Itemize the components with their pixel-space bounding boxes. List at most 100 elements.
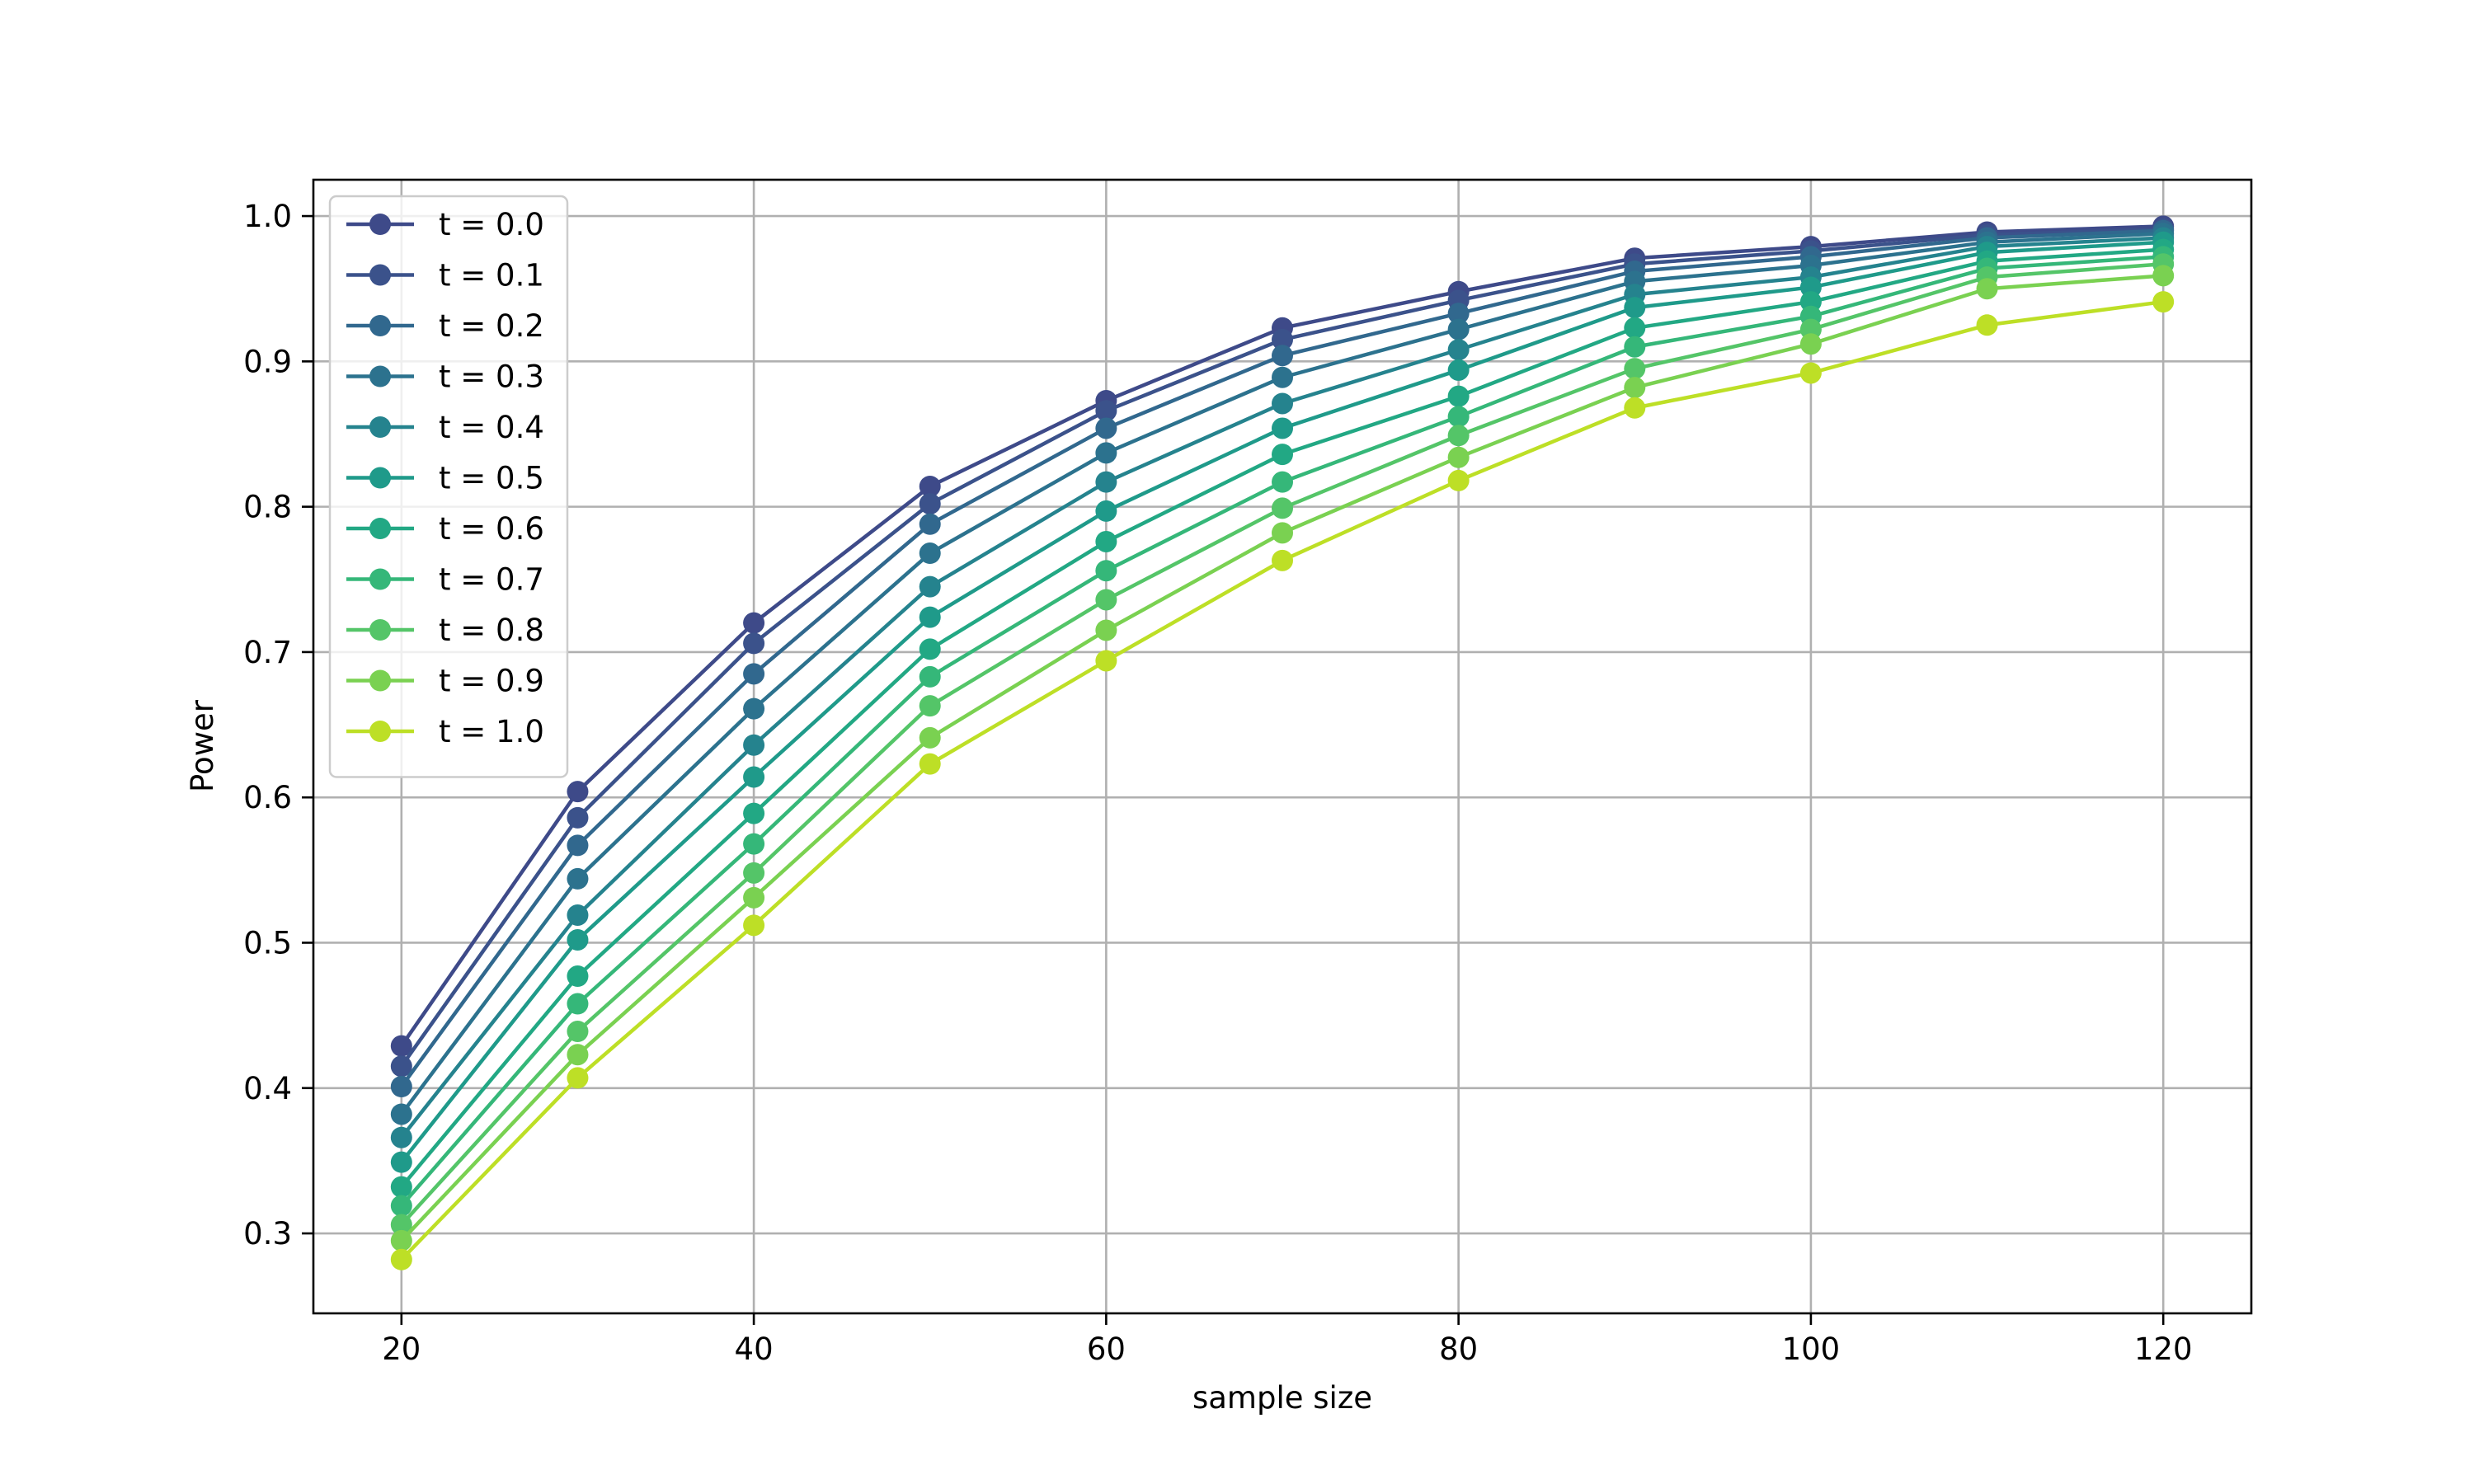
data-point bbox=[919, 726, 941, 749]
data-point bbox=[1095, 471, 1117, 493]
data-point bbox=[1272, 497, 1293, 519]
legend-label: t = 0.4 bbox=[439, 410, 544, 445]
data-point bbox=[1447, 385, 1470, 407]
data-point bbox=[1095, 417, 1117, 439]
legend-label: t = 0.8 bbox=[439, 613, 544, 648]
legend-marker bbox=[369, 416, 391, 438]
data-point bbox=[1272, 549, 1293, 571]
data-point bbox=[1095, 500, 1117, 522]
data-point bbox=[1272, 328, 1293, 350]
data-point bbox=[1624, 297, 1646, 319]
data-point bbox=[1447, 425, 1470, 447]
legend-marker bbox=[369, 568, 391, 590]
legend-marker bbox=[369, 365, 391, 387]
y-axis-ticks: 0.3 0.4 0.5 0.6 0.7 0.8 0.9 1.0 bbox=[243, 199, 313, 1252]
series-10 bbox=[390, 291, 2175, 1270]
data-point bbox=[1272, 417, 1293, 439]
data-point bbox=[919, 753, 941, 775]
data-point bbox=[1799, 333, 1822, 355]
data-point bbox=[390, 1176, 412, 1198]
data-point bbox=[390, 1126, 412, 1148]
data-point bbox=[1624, 336, 1646, 358]
legend-item: t = 0.6 bbox=[346, 511, 544, 547]
data-point bbox=[1272, 471, 1293, 493]
data-point bbox=[919, 542, 941, 565]
y-axis-label: Power bbox=[185, 699, 220, 792]
data-point bbox=[1095, 560, 1117, 582]
data-point bbox=[919, 575, 941, 598]
legend-label: t = 0.1 bbox=[439, 258, 544, 294]
data-point bbox=[743, 802, 765, 824]
data-point bbox=[743, 862, 765, 884]
data-point bbox=[390, 1076, 412, 1097]
data-point bbox=[1976, 314, 1998, 336]
legend-item: t = 1.0 bbox=[346, 714, 544, 749]
legend-marker bbox=[369, 214, 391, 235]
data-point bbox=[919, 606, 941, 628]
data-point bbox=[1272, 345, 1293, 367]
y-tick-label: 0.8 bbox=[243, 490, 292, 525]
data-point bbox=[390, 1035, 412, 1057]
data-point bbox=[1447, 303, 1470, 325]
y-tick-label: 0.9 bbox=[243, 344, 292, 379]
legend-marker bbox=[369, 467, 391, 489]
series-9 bbox=[390, 265, 2175, 1252]
legend-label: t = 0.9 bbox=[439, 664, 544, 699]
data-point bbox=[919, 695, 941, 717]
data-point bbox=[743, 833, 765, 855]
data-point bbox=[743, 632, 765, 655]
y-tick-label: 0.6 bbox=[243, 780, 292, 815]
data-point bbox=[390, 1229, 412, 1252]
data-point bbox=[1272, 366, 1293, 388]
data-point bbox=[567, 993, 589, 1015]
data-point bbox=[567, 806, 589, 829]
data-point bbox=[919, 665, 941, 688]
data-point bbox=[567, 834, 589, 857]
data-point bbox=[1095, 650, 1117, 672]
legend-marker bbox=[369, 518, 391, 539]
data-point bbox=[567, 781, 589, 803]
data-point bbox=[567, 867, 589, 890]
legend-marker bbox=[369, 315, 391, 336]
data-point bbox=[1447, 318, 1470, 340]
data-point bbox=[1095, 589, 1117, 611]
legend-label: t = 0.5 bbox=[439, 461, 544, 496]
data-point bbox=[1447, 406, 1470, 428]
x-tick-label: 120 bbox=[2134, 1331, 2193, 1367]
data-point bbox=[390, 1103, 412, 1125]
data-point bbox=[743, 886, 765, 909]
y-tick-label: 0.5 bbox=[243, 925, 292, 960]
legend-label: t = 0.7 bbox=[439, 562, 544, 598]
data-point bbox=[390, 1214, 412, 1236]
data-point bbox=[743, 914, 765, 937]
data-point bbox=[743, 734, 765, 756]
x-axis-ticks: 20 40 60 80 100 120 bbox=[382, 1313, 2192, 1367]
data-point bbox=[1272, 522, 1293, 544]
x-tick-label: 80 bbox=[1439, 1331, 1478, 1367]
data-point bbox=[567, 904, 589, 926]
data-point bbox=[1272, 392, 1293, 415]
data-point bbox=[390, 1195, 412, 1217]
data-point bbox=[919, 475, 941, 497]
data-point bbox=[1095, 442, 1117, 464]
legend-label: t = 0.2 bbox=[439, 308, 544, 344]
data-point bbox=[1624, 397, 1646, 419]
y-tick-label: 0.3 bbox=[243, 1216, 292, 1252]
data-point bbox=[567, 965, 589, 988]
data-point bbox=[1976, 278, 1998, 300]
legend-marker bbox=[369, 619, 391, 641]
data-point bbox=[567, 1044, 589, 1066]
data-point bbox=[743, 697, 765, 720]
legend-label: t = 1.0 bbox=[439, 714, 544, 749]
x-axis-label: sample size bbox=[1192, 1380, 1372, 1416]
data-point bbox=[390, 1055, 412, 1078]
x-tick-label: 20 bbox=[382, 1331, 421, 1367]
legend-item: t = 0.1 bbox=[346, 258, 544, 294]
series-6 bbox=[390, 238, 2175, 1198]
legend-marker bbox=[369, 669, 391, 692]
data-point bbox=[2152, 265, 2175, 287]
legend-item: t = 0.2 bbox=[346, 308, 544, 344]
data-point bbox=[1799, 362, 1822, 384]
x-tick-label: 40 bbox=[735, 1331, 774, 1367]
legend-item: t = 0.3 bbox=[346, 359, 544, 395]
